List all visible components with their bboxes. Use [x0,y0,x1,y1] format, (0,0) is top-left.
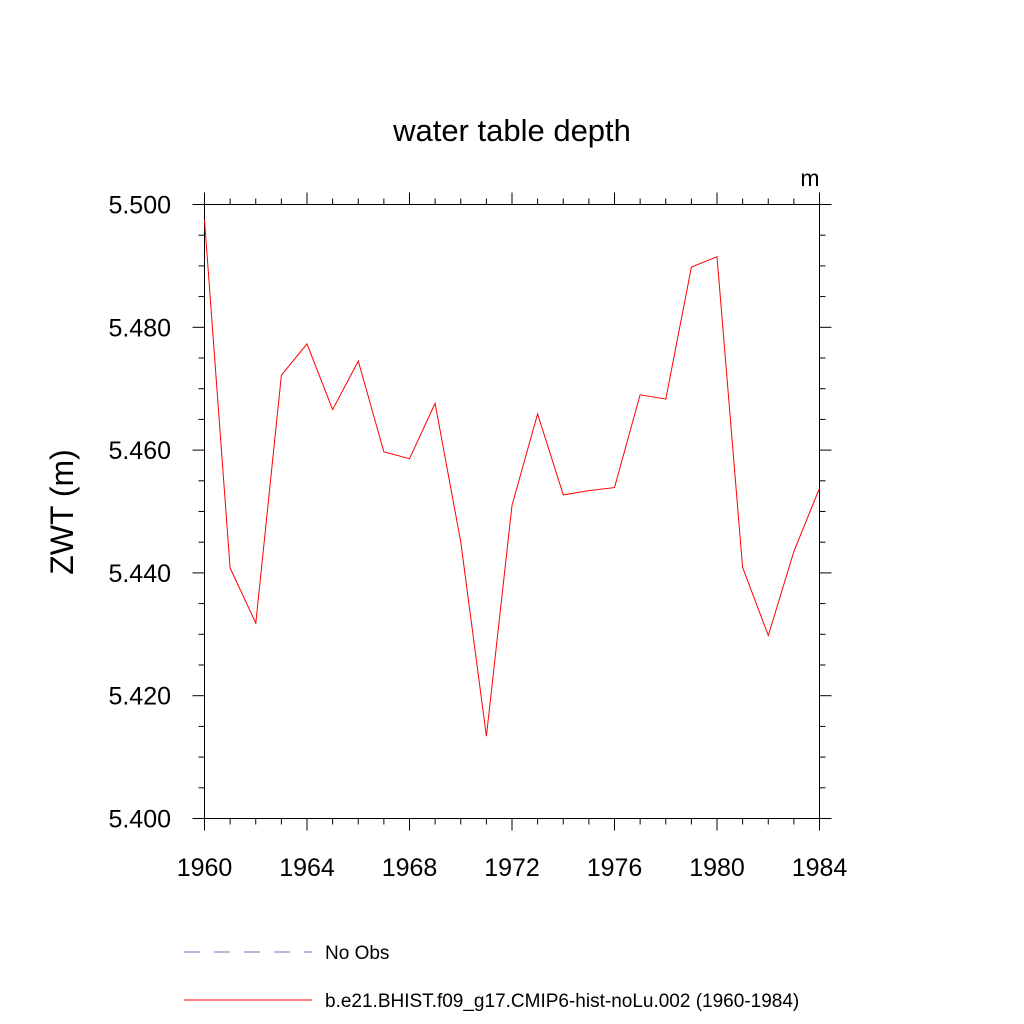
y-tick-label: 5.480 [108,314,171,342]
y-tick-label: 5.440 [108,560,171,588]
legend-label: No Obs [325,943,389,964]
y-axis-label: ZWT (m) [44,449,80,575]
plot-frame [204,204,820,819]
x-tick-label: 1984 [792,854,848,882]
legend: No Obs b.e21.BHIST.f09_g17.CMIP6-hist-noL… [184,943,799,1012]
x-tick-label: 1964 [279,854,335,882]
x-tick-label: 1968 [382,854,438,882]
y-tick-label: 5.420 [108,683,171,711]
x-tick-label: 1972 [484,854,540,882]
y-tick-label: 5.400 [108,806,171,834]
series-line [204,219,820,737]
x-tick-label: 1976 [587,854,643,882]
tick-labels: 1960 1964 1968 1972 1976 1980 1984 5.400 5.420 5.… [108,192,847,883]
legend-label: b.e21.BHIST.f09_g17.CMIP6-hist-noLu.002 … [325,991,799,1012]
series-layer [204,219,820,737]
x-tick-label: 1960 [177,854,233,882]
y-tick-label: 5.500 [108,192,171,220]
x-tick-label: 1980 [689,854,745,882]
units-label: m [800,165,819,191]
axis-ticks [192,192,832,831]
y-tick-label: 5.460 [108,437,171,465]
chart-title: water table depth [392,113,631,148]
